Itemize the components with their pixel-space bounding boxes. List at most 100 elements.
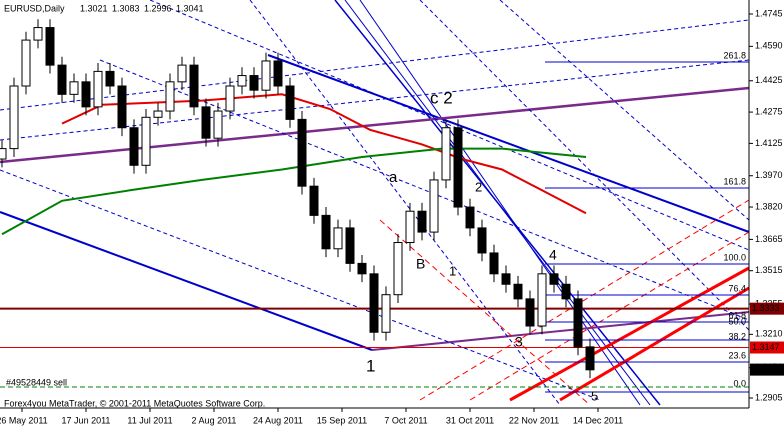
candle-body [189,64,199,108]
trend-line [499,0,750,221]
annotation: B [416,256,425,272]
candle-body [237,75,247,87]
trend-line [149,0,750,251]
price-tag-label: 1.3147 [752,342,780,352]
candle-body [261,60,271,91]
y-tick-label: 1.2905 [755,392,783,402]
fib-label: 161.8 [723,176,746,186]
fib-label: 50.0 [728,316,746,326]
candle-body [57,64,67,95]
candle-body [33,27,43,41]
x-tick-label: 31 Oct 2011 [446,415,494,425]
x-tick-label: 22 Nov 2011 [509,415,559,425]
candle-body [513,283,523,300]
x-tick-label: 7 Oct 2011 [384,415,427,425]
annotation: 5 [591,388,598,403]
y-tick-label: 1.4745 [755,8,783,18]
fib-label: 76.4 [728,283,746,293]
trend-line [469,231,750,401]
candle-body [441,127,451,181]
fib-label: 261.8 [723,50,746,60]
trend-line [509,266,750,402]
trend-line [0,86,750,164]
moving-average [1,147,587,236]
candle-body [477,227,487,254]
candle-body [309,185,319,216]
candle-body [69,81,79,95]
quote-value: 1.3021 [80,3,108,13]
candle-body [429,179,439,233]
quote-value: 1.3083 [112,3,140,13]
order-label: #49528449 sell [6,377,67,387]
candle-body [321,214,331,250]
candle-body [405,210,415,244]
candle-body [117,85,127,129]
candle-body [561,283,571,300]
candle-body [537,273,547,327]
trend-line [419,0,750,331]
candle-body [489,252,499,275]
candle-body [381,294,391,333]
price-tag-label: 1.3333 [752,303,780,313]
quote-value: 1.2996 [144,3,172,13]
candle-body [585,346,595,371]
candle-body [0,148,7,160]
trend-line [379,219,591,406]
annotation: c 2 [430,88,453,107]
price-tag [750,341,784,354]
fib-label: 100.0 [723,252,746,262]
y-tick-label: 1.4275 [755,106,783,116]
annotation: a [389,169,398,186]
y-tick-label: 1.3515 [755,265,783,275]
annotation: 4 [549,247,557,263]
candle-body [297,118,307,187]
candle-body [369,273,379,333]
annotation: 1 [449,263,456,278]
trend-line [344,0,651,406]
candle-body [345,227,355,264]
candle-body [141,116,151,166]
trend-line [249,0,561,406]
candle-body [21,39,31,87]
trend-line [267,54,750,233]
y-tick-label: 1.3210 [755,329,783,339]
x-tick-label: 26 May 2011 [0,415,48,425]
candle-body [285,85,295,120]
price-tag [750,363,784,376]
chart-title: EURUSD,Daily [4,3,65,13]
price-tag [750,302,784,315]
candle-body [153,110,163,118]
candle-body [105,70,115,87]
candle-body [333,227,343,250]
x-tick-label: 17 Jun 2011 [62,415,111,425]
annotation: 3 [515,334,523,350]
trend-lines [0,0,750,406]
candle-body [573,298,583,348]
trend-line [0,211,373,351]
candle-body [357,262,367,275]
x-tick-label: 2 Aug 2011 [192,415,237,425]
candle-body [393,242,403,296]
candle-body [465,206,475,229]
candle-body [525,298,535,327]
trend-line [371,311,750,351]
x-tick-label: 24 Aug 2011 [253,415,303,425]
copyright: Forex4you MetaTrader, © 2001-2011 MetaQu… [4,398,265,408]
candle-body [129,127,139,166]
candle-body [549,273,559,285]
trend-line [99,59,750,321]
candle-body [249,75,259,91]
y-tick-label: 1.3820 [755,201,783,211]
annotation: 1 [366,356,375,375]
trend-line [559,286,750,402]
annotation: 2 [475,179,482,194]
candle-body [165,81,175,112]
x-tick-label: 11 Jul 2011 [127,415,172,425]
candle-body [501,273,511,285]
candle-body [273,60,283,87]
y-tick-label: 1.3970 [755,170,783,180]
trend-line [419,199,750,401]
candle-body [93,70,103,108]
